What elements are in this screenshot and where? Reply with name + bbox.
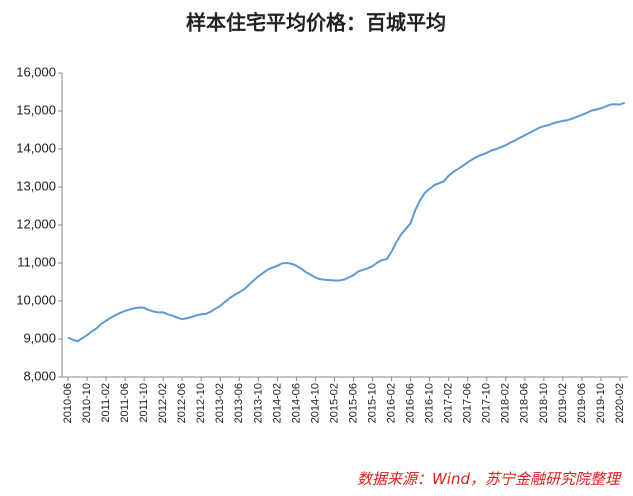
x-tick-label: 2011-10 (138, 383, 150, 423)
x-tick-label: 2019-02 (557, 383, 569, 423)
x-tick-label: 2010-10 (81, 383, 93, 423)
y-tick-label: 15,000 (16, 102, 56, 117)
y-tick-label: 11,000 (17, 254, 56, 269)
x-tick-label: 2016-06 (405, 383, 417, 423)
x-tick-label: 2020-02 (614, 383, 626, 423)
y-tick-label: 12,000 (16, 216, 56, 231)
x-tick-label: 2011-02 (100, 383, 112, 423)
y-tick-label: 14,000 (16, 140, 56, 155)
y-tick-label: 9,000 (23, 330, 56, 345)
chart-title: 样本住宅平均价格：百城平均 (186, 11, 446, 35)
y-tick-label: 16,000 (16, 64, 56, 79)
x-tick-label: 2015-10 (366, 383, 378, 423)
source-note: 数据来源：Wind，苏宁金融研究院整理 (357, 470, 622, 488)
y-tick-label: 13,000 (16, 178, 56, 193)
line-series (67, 101, 626, 343)
x-tick-label: 2012-06 (176, 383, 188, 423)
x-tick-label: 2015-02 (328, 383, 340, 423)
x-tick-label: 2013-02 (214, 383, 226, 423)
x-tick-label: 2018-06 (519, 383, 531, 423)
y-tick-label: 8,000 (23, 368, 56, 383)
x-tick-label: 2018-02 (500, 383, 512, 423)
x-tick-label: 2013-10 (252, 383, 264, 423)
x-tick-label: 2015-06 (347, 383, 359, 423)
x-tick-label: 2017-02 (443, 383, 455, 423)
x-tick-label: 2017-06 (462, 383, 474, 423)
x-tick-label: 2018-10 (538, 383, 550, 423)
y-tick-label: 10,000 (16, 292, 56, 307)
x-tick-label: 2011-06 (119, 383, 131, 423)
x-tick-label: 2019-10 (595, 383, 607, 423)
x-tick-label: 2014-10 (309, 383, 321, 423)
x-tick-label: 2019-06 (576, 383, 588, 423)
x-tick-label: 2012-10 (195, 383, 207, 423)
x-tick-label: 2014-02 (271, 383, 283, 423)
x-tick-label: 2013-06 (233, 383, 245, 423)
x-tick-label: 2010-06 (62, 383, 74, 423)
x-tick-label: 2016-10 (424, 383, 436, 423)
x-tick-label: 2012-02 (157, 383, 169, 423)
x-tick-label: 2017-10 (481, 383, 493, 423)
x-tick-label: 2016-02 (385, 383, 397, 423)
x-tick-label: 2014-06 (290, 383, 302, 423)
